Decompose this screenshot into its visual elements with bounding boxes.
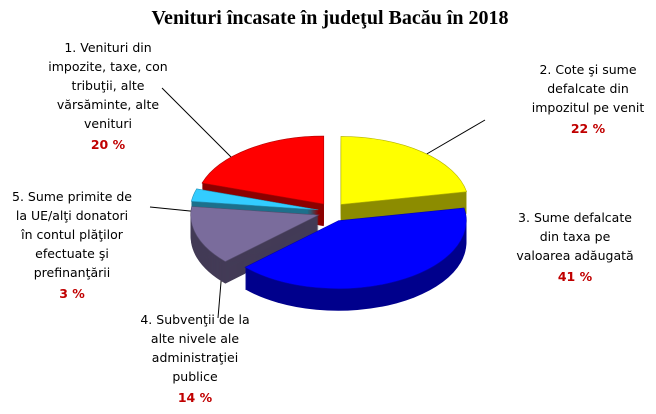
value-label: 22 % bbox=[571, 121, 606, 136]
leader-line bbox=[424, 119, 486, 156]
slice-label: 5. Sume primite de bbox=[12, 189, 132, 204]
slice-label: tribuţii, alte bbox=[72, 78, 145, 93]
slice-label: valoarea adăugată bbox=[516, 248, 633, 263]
value-label: 20 % bbox=[91, 137, 126, 152]
slice-label: din taxa pe bbox=[540, 229, 611, 244]
slice-label: 2. Cote şi sume bbox=[539, 62, 636, 77]
slice-label: 3. Sume defalcate bbox=[518, 210, 632, 225]
slice-label: 1. Venituri din bbox=[64, 40, 151, 55]
slice-label: administraţiei bbox=[152, 350, 238, 365]
slice-label: 4. Subvenţii de la bbox=[140, 312, 249, 327]
value-label: 3 % bbox=[59, 286, 85, 301]
value-label: 41 % bbox=[558, 269, 593, 284]
slice-label: impozitul pe venit bbox=[532, 100, 645, 115]
slice-label: publice bbox=[172, 369, 218, 384]
pie-slice bbox=[244, 207, 467, 290]
chart-title: Venituri încasate în judeţul Bacău în 20… bbox=[151, 7, 508, 29]
slice-label: prefinanţării bbox=[34, 265, 111, 280]
pie-slice bbox=[340, 136, 468, 205]
pie-slice bbox=[201, 135, 325, 205]
slice-label: în contul plăţilor bbox=[20, 227, 124, 242]
slice-label: impozite, taxe, con bbox=[48, 59, 167, 74]
slice-label: defalcate din bbox=[547, 81, 629, 96]
slice-label: vărsăminte, alte bbox=[57, 97, 160, 112]
slice-label: efectuate şi bbox=[35, 246, 109, 261]
pie-slice bbox=[190, 206, 320, 262]
pie-slice bbox=[190, 188, 319, 211]
leader-line bbox=[161, 87, 233, 159]
slice-label: venituri bbox=[84, 116, 132, 131]
slice-label: la UE/alţi donatori bbox=[16, 208, 128, 223]
slice-label: alte nivele ale bbox=[151, 331, 239, 346]
value-label: 14 % bbox=[178, 390, 213, 405]
